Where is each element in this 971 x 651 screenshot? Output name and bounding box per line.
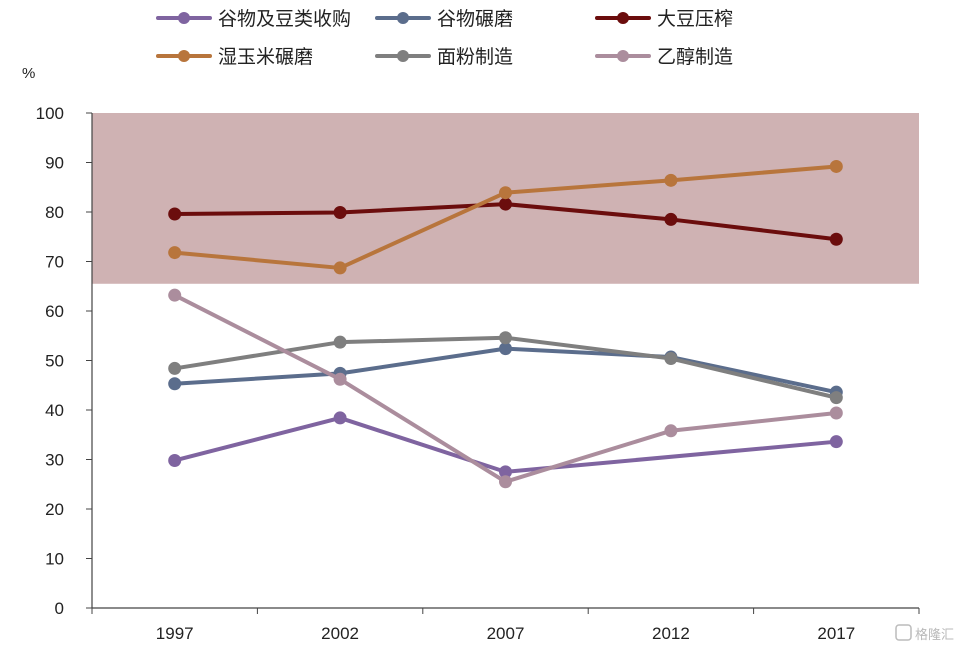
data-point bbox=[829, 406, 843, 420]
series-line bbox=[172, 346, 839, 395]
legend-label: 大豆压榨 bbox=[657, 8, 733, 30]
watermark-logo-icon bbox=[895, 624, 912, 641]
data-point bbox=[168, 377, 182, 391]
legend-swatch-marker bbox=[617, 12, 629, 24]
series-2 bbox=[168, 342, 843, 399]
legend-item: 湿玉米碾磨 bbox=[156, 46, 313, 68]
data-point bbox=[829, 391, 843, 405]
x-tick-label: 2012 bbox=[652, 624, 690, 643]
y-tick-label: 50 bbox=[45, 352, 64, 371]
series-6 bbox=[168, 288, 843, 489]
y-unit-label: % bbox=[22, 65, 35, 82]
data-point bbox=[829, 159, 843, 173]
series-3 bbox=[168, 197, 843, 246]
legend-swatch-marker bbox=[617, 50, 629, 62]
legend-label: 谷物及豆类收购 bbox=[218, 8, 351, 30]
x-tick-label: 2017 bbox=[817, 624, 855, 643]
y-tick-label: 60 bbox=[45, 302, 64, 321]
x-tick-label: 2002 bbox=[321, 624, 359, 643]
y-tick-label: 100 bbox=[36, 104, 64, 123]
data-point bbox=[499, 197, 512, 211]
data-point bbox=[664, 424, 678, 438]
data-point bbox=[664, 173, 678, 187]
y-tick-label: 30 bbox=[45, 451, 64, 470]
x-axis: 1997 2002 2007 2012 2017 bbox=[91, 608, 920, 643]
x-tick-label: 2007 bbox=[487, 624, 525, 643]
series-line bbox=[172, 415, 839, 474]
data-point bbox=[499, 342, 512, 356]
legend-item: 大豆压榨 bbox=[595, 8, 733, 30]
y-tick-label: 0 bbox=[55, 599, 64, 618]
series-1 bbox=[168, 411, 843, 479]
data-point bbox=[499, 331, 512, 345]
data-point bbox=[499, 186, 512, 200]
legend-item: 乙醇制造 bbox=[595, 46, 733, 68]
y-tick-label: 80 bbox=[45, 203, 64, 222]
y-tick-label: 40 bbox=[45, 401, 64, 420]
legend-label: 乙醇制造 bbox=[657, 46, 733, 68]
data-point bbox=[168, 207, 182, 221]
data-point bbox=[333, 261, 347, 275]
y-tick-label: 10 bbox=[45, 550, 64, 569]
data-point bbox=[499, 465, 512, 479]
data-point bbox=[664, 212, 678, 226]
data-point bbox=[168, 453, 182, 467]
data-point bbox=[333, 335, 347, 349]
series-layer bbox=[168, 159, 843, 489]
data-point bbox=[168, 288, 182, 302]
legend-swatch-marker bbox=[397, 50, 409, 62]
legend-label: 湿玉米碾磨 bbox=[218, 46, 313, 68]
legend-label: 谷物碾磨 bbox=[437, 8, 513, 30]
legend-swatch-marker bbox=[178, 12, 190, 24]
legend-swatch-marker bbox=[397, 12, 409, 24]
y-axis: 0 10 20 30 40 50 60 70 80 90 100 bbox=[36, 104, 92, 618]
legend-swatch-marker bbox=[178, 50, 190, 62]
data-point bbox=[168, 246, 182, 260]
data-point bbox=[829, 232, 843, 246]
y-tick-label: 90 bbox=[45, 154, 64, 173]
y-tick-label: 70 bbox=[45, 253, 64, 272]
series-line bbox=[172, 293, 839, 484]
data-point bbox=[168, 361, 182, 375]
data-point bbox=[333, 372, 347, 386]
watermark-text: 格隆汇 bbox=[915, 627, 954, 643]
data-point bbox=[829, 435, 843, 449]
data-point bbox=[333, 205, 347, 219]
legend-item: 面粉制造 bbox=[375, 46, 513, 68]
legend-item: 谷物碾磨 bbox=[375, 8, 513, 30]
watermark: 格隆汇 bbox=[895, 624, 954, 643]
data-point bbox=[333, 411, 347, 425]
series-4 bbox=[168, 159, 843, 275]
x-tick-label: 1997 bbox=[156, 624, 194, 643]
data-point bbox=[664, 352, 678, 366]
data-point bbox=[499, 475, 512, 489]
legend-label: 面粉制造 bbox=[437, 46, 513, 68]
legend-item: 谷物及豆类收购 bbox=[156, 8, 351, 30]
y-tick-label: 20 bbox=[45, 500, 64, 519]
